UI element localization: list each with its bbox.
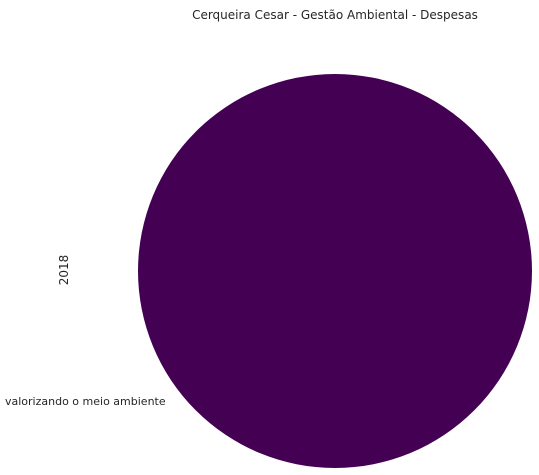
- pie-slice-labels: valorizando o meio ambiente: [5, 395, 166, 408]
- y-axis-label: 2018: [57, 255, 71, 286]
- pie-slice-label: valorizando o meio ambiente: [5, 395, 166, 408]
- pie-slices: [138, 74, 532, 468]
- pie-slice: [138, 74, 532, 468]
- chart-title: Cerqueira Cesar - Gestão Ambiental - Des…: [192, 8, 478, 22]
